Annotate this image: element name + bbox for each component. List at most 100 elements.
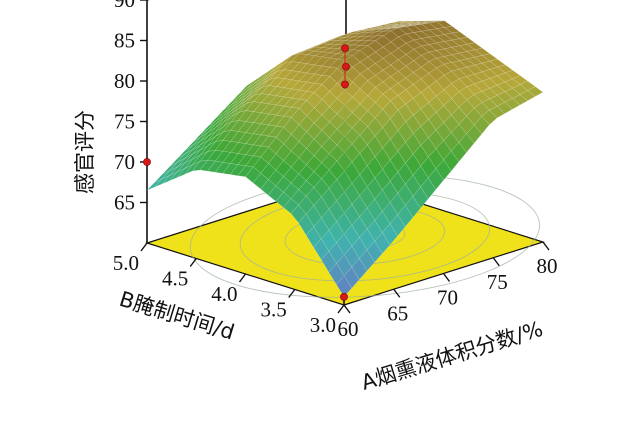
surface-cell — [207, 160, 224, 173]
surface-cell — [260, 77, 278, 88]
surface-cell — [458, 116, 475, 135]
surface-cell — [351, 195, 368, 217]
z-tick-label: 70 — [114, 150, 135, 174]
surface-cell — [328, 263, 345, 285]
surface-cell — [267, 185, 284, 202]
surface-cell — [383, 26, 399, 30]
surface-cell — [413, 108, 429, 127]
surface-cell — [268, 63, 285, 77]
surface-cell — [375, 26, 392, 30]
z-tick-label: 75 — [114, 110, 135, 134]
surface-cell — [322, 37, 338, 44]
surface-cell — [314, 47, 331, 53]
surface-cell — [390, 94, 406, 111]
surface-cell — [466, 83, 483, 95]
surface-cell — [504, 98, 521, 110]
design-point — [342, 62, 350, 71]
y-tick-label: 5.0 — [113, 251, 139, 275]
x-axis-title: A烟熏液体积分数/% — [358, 317, 545, 395]
surface-cell — [397, 65, 414, 79]
surface-cell — [368, 28, 384, 31]
x-tick-label: 80 — [537, 254, 558, 278]
surface-cell — [359, 228, 375, 251]
surface-cell — [299, 46, 315, 53]
y-tick-label: 3.5 — [261, 298, 287, 322]
surface-cell — [305, 226, 322, 248]
surface-cell — [222, 120, 239, 133]
surface-cell — [184, 161, 201, 175]
y-tick-mark — [140, 242, 148, 252]
surface-cell — [406, 22, 422, 25]
z-tick-label: 65 — [114, 191, 135, 215]
surface-cell — [345, 30, 361, 35]
y-tick-mark — [238, 273, 247, 283]
surface-cell — [177, 145, 193, 159]
surface-cell — [352, 119, 368, 136]
surface-cell — [290, 204, 307, 224]
surface-cell — [162, 171, 178, 185]
y-tick-mark — [337, 304, 345, 314]
x-tick-mark — [542, 241, 550, 251]
surface-cell — [177, 164, 193, 178]
surface-cell — [192, 151, 208, 165]
surface-cell — [215, 117, 231, 132]
surface-cell — [367, 75, 384, 88]
surface-cell — [383, 22, 400, 25]
surface-cell — [375, 28, 392, 33]
surface-cell — [223, 105, 239, 120]
z-axis-title: 感官评分 — [73, 110, 97, 194]
y-tick-label: 4.0 — [211, 282, 237, 306]
surface-cell — [429, 20, 445, 23]
surface-cell — [368, 27, 384, 30]
axis-ticks: 65 70 75 80 85 90 3.0 3.5 4.0 4.5 5.0 60 65 70 75 80 — [113, 0, 558, 341]
surface-cell — [291, 50, 308, 56]
surface-cell — [200, 136, 216, 151]
surface-cell — [246, 78, 262, 92]
x-tick-mark — [442, 273, 451, 282]
surface-cell — [420, 137, 437, 158]
surface-cell — [314, 40, 331, 47]
x-tick-label: 75 — [487, 270, 508, 294]
z-tick-label: 90 — [114, 0, 135, 12]
surface-cell — [169, 162, 186, 176]
surface-cell — [230, 97, 247, 111]
surface-cell — [261, 71, 277, 85]
surface-cell — [359, 56, 376, 69]
surface-cell — [336, 136, 353, 153]
surface-cell — [261, 65, 277, 79]
design-points — [143, 44, 350, 301]
surface-cell — [383, 27, 399, 32]
surface-cell — [382, 30, 399, 43]
z-tick-label: 80 — [114, 69, 135, 93]
surface-cell — [382, 76, 399, 89]
response-surface — [146, 20, 544, 298]
surface-cell — [154, 170, 171, 183]
surface-cell — [253, 79, 270, 93]
surface-cell — [154, 175, 170, 188]
design-point — [143, 158, 151, 166]
surface-cell — [184, 144, 201, 159]
surface-cell — [489, 75, 506, 86]
surface-cell — [375, 58, 392, 71]
surface-cell — [253, 73, 270, 87]
x-tick-mark — [492, 257, 500, 267]
surface-cell — [215, 107, 232, 122]
y-tick-label: 3.0 — [310, 313, 336, 337]
surface-cell — [368, 26, 384, 29]
y-tick-label: 4.5 — [162, 267, 188, 291]
x-tick-label: 70 — [437, 286, 458, 310]
surface-cell — [360, 27, 377, 31]
y-tick-mark — [288, 289, 296, 298]
surface-cell — [177, 158, 193, 172]
surface-cell — [336, 275, 352, 298]
surface-cell — [352, 32, 369, 38]
surface-cell — [435, 89, 452, 106]
surface-cell — [230, 91, 247, 106]
surface-cell — [207, 118, 224, 133]
x-tick-label: 65 — [387, 301, 408, 325]
x-tick-label: 60 — [338, 317, 359, 341]
x-tick-mark — [343, 304, 351, 314]
design-point — [340, 292, 348, 301]
